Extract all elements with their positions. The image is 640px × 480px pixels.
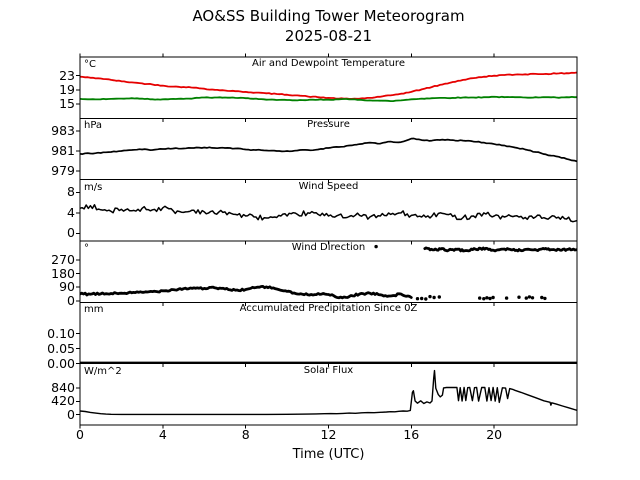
y-tick-label: 23 xyxy=(59,67,75,83)
panel-unit: mm xyxy=(84,304,104,316)
panel-series-3 xyxy=(80,244,577,301)
y-tick-label: 15 xyxy=(59,95,75,111)
panel-title: Solar Flux xyxy=(303,364,354,376)
y-tick-label: 4 xyxy=(67,204,75,220)
y-tick-label: 180 xyxy=(51,265,75,281)
x-tick-label: 12 xyxy=(320,427,337,442)
y-tick-label: 0.05 xyxy=(47,340,75,356)
panel-unit: W/m^2 xyxy=(84,365,122,377)
x-tick-label: 4 xyxy=(158,427,167,442)
x-tick-label: 0 xyxy=(76,427,84,442)
y-tick-label: 270 xyxy=(51,251,75,267)
x-tick-label: 16 xyxy=(403,427,420,442)
x-tick-label: 20 xyxy=(486,427,503,442)
y-tick-label: 420 xyxy=(51,393,75,409)
panel-title: Pressure xyxy=(307,119,350,131)
pressure xyxy=(80,137,577,163)
dewpoint xyxy=(80,95,577,102)
panel-unit: °C xyxy=(84,59,96,70)
figure-title: AO&SS Building Tower Meteorogram 2025-08… xyxy=(80,6,577,46)
y-tick-label: 90 xyxy=(59,279,75,295)
y-tick-label: 983 xyxy=(51,123,75,139)
panel-series-1 xyxy=(80,137,577,163)
panel-title: Air and Dewpoint Temperature xyxy=(252,58,405,69)
panel-series-0 xyxy=(80,71,577,102)
wind-speed xyxy=(80,204,577,223)
panel-unit: hPa xyxy=(84,120,103,132)
y-tick-label: 0.10 xyxy=(47,325,75,341)
solar-flux xyxy=(80,369,577,416)
figure-title-line2: 2025-08-21 xyxy=(284,27,373,45)
y-tick-label: 0.00 xyxy=(47,355,75,371)
y-tick-label: 8 xyxy=(67,184,75,200)
panel-unit: ° xyxy=(84,243,89,254)
panel-title: Wind Direction xyxy=(291,242,366,253)
y-tick-label: 981 xyxy=(51,143,75,158)
y-tick-label: 0 xyxy=(67,406,75,422)
figure-title-line1: AO&SS Building Tower Meteorogram xyxy=(192,7,465,25)
y-tick-label: 0 xyxy=(67,225,75,241)
x-axis-label: Time (UTC) xyxy=(292,447,365,462)
y-tick-label: 19 xyxy=(59,81,75,97)
panel-series-2 xyxy=(80,204,577,223)
wind-direction-low-band xyxy=(80,285,413,300)
y-tick-label: 0 xyxy=(67,292,75,308)
wind-direction-high-band xyxy=(423,246,577,253)
panel-title: Accumulated Precipitation Since 0Z xyxy=(239,303,418,315)
y-tick-label: 840 xyxy=(51,380,75,395)
x-tick-label: 8 xyxy=(241,427,250,442)
air-temperature xyxy=(80,71,577,100)
panel-title: Wind Speed xyxy=(298,180,359,192)
y-tick-label: 979 xyxy=(51,162,75,178)
panel-series-5 xyxy=(80,369,577,416)
panel-unit: m/s xyxy=(84,181,103,193)
